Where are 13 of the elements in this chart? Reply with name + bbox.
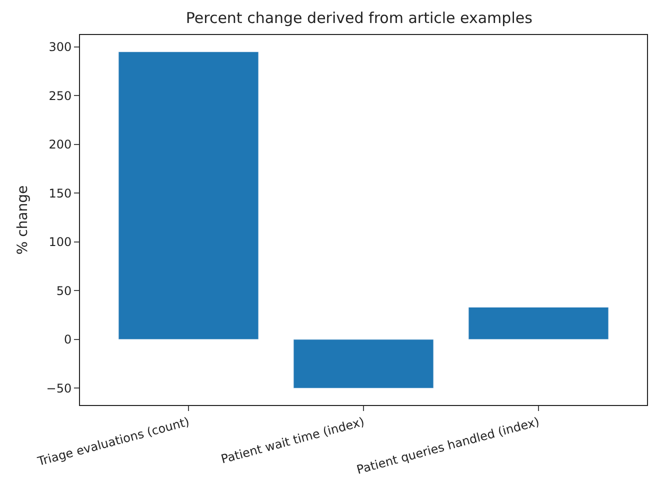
y-tick-label: 300 xyxy=(48,40,72,54)
y-tick-label: 200 xyxy=(48,138,72,152)
y-tick-label: 100 xyxy=(48,235,72,250)
y-tick-label: 50 xyxy=(56,284,72,298)
y-tick-label: 0 xyxy=(64,332,72,347)
chart-title: Percent change derived from article examples xyxy=(186,9,533,27)
y-tick-label: −50 xyxy=(46,381,72,396)
y-tick-label: 250 xyxy=(48,88,72,103)
bar xyxy=(118,52,259,340)
y-axis-title: % change xyxy=(14,185,31,255)
bar xyxy=(293,339,434,388)
y-tick-label: 150 xyxy=(48,186,72,200)
bar xyxy=(468,307,609,340)
